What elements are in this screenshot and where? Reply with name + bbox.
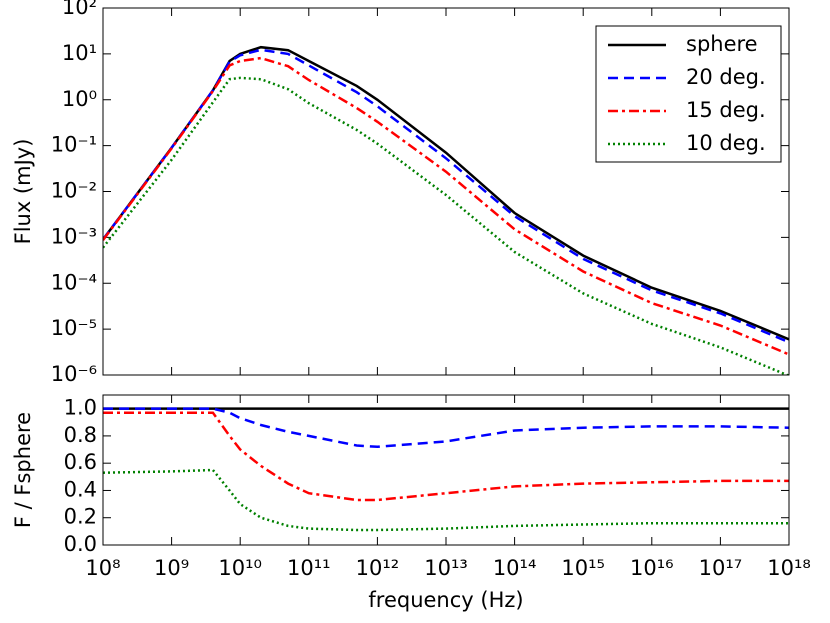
x-tick-label: 10¹³ — [424, 556, 468, 580]
axes-frame — [102, 394, 790, 546]
y-tick-label: 10⁰ — [62, 87, 97, 111]
x-tick-label: 10¹⁸ — [767, 556, 811, 580]
series-line — [103, 56, 789, 356]
series-line — [103, 48, 789, 344]
series-line — [103, 76, 789, 375]
y-tick-label: 10⁻³ — [51, 224, 97, 248]
axes-frame — [102, 7, 790, 376]
x-tick-label: 10⁹ — [154, 556, 189, 580]
series-line — [103, 468, 789, 532]
y-tick-label: 0.2 — [64, 505, 97, 529]
legend-label: 15 deg. — [686, 98, 766, 122]
x-tick-label: 10¹² — [356, 556, 400, 580]
y-tick-label: 10⁻⁵ — [51, 316, 97, 340]
y-tick-label: 0.8 — [64, 423, 97, 447]
legend-box — [595, 25, 782, 163]
x-tick-label: 10¹⁶ — [630, 556, 674, 580]
legend-label: 10 deg. — [686, 131, 766, 155]
plot-area — [103, 407, 789, 532]
series-line — [103, 407, 789, 449]
y-tick-label: 10¹ — [62, 41, 97, 65]
x-tick-label: 10¹¹ — [287, 556, 331, 580]
y-tick-label: 10⁻¹ — [51, 133, 97, 157]
x-axis-label: frequency (Hz) — [368, 588, 523, 612]
x-tick-label: 10¹⁴ — [493, 556, 537, 580]
y-tick-label: 0.0 — [64, 532, 97, 556]
y-tick-label: 10⁻⁶ — [51, 362, 97, 386]
y-tick-label: 0.4 — [64, 477, 97, 501]
x-tick-label: 10¹⁰ — [218, 556, 262, 580]
y-axis-label: Flux (mJy) — [11, 139, 35, 245]
y-tick-label: 1.0 — [64, 396, 97, 420]
y-tick-label: 0.6 — [64, 450, 97, 474]
series-line — [103, 411, 789, 502]
legend-label: 20 deg. — [686, 65, 766, 89]
x-tick-label: 10¹⁷ — [699, 556, 743, 580]
x-tick-label: 10¹⁵ — [561, 556, 605, 580]
series-line — [103, 45, 789, 341]
plot-area — [103, 45, 789, 375]
y-tick-label: 10⁻⁴ — [51, 270, 97, 294]
y-tick-label: 10² — [62, 0, 97, 19]
legend-label: sphere — [686, 32, 758, 56]
y-tick-label: 10⁻² — [51, 179, 97, 203]
y-axis-label: F / Fsphere — [11, 412, 35, 528]
x-tick-label: 10⁸ — [85, 556, 120, 580]
